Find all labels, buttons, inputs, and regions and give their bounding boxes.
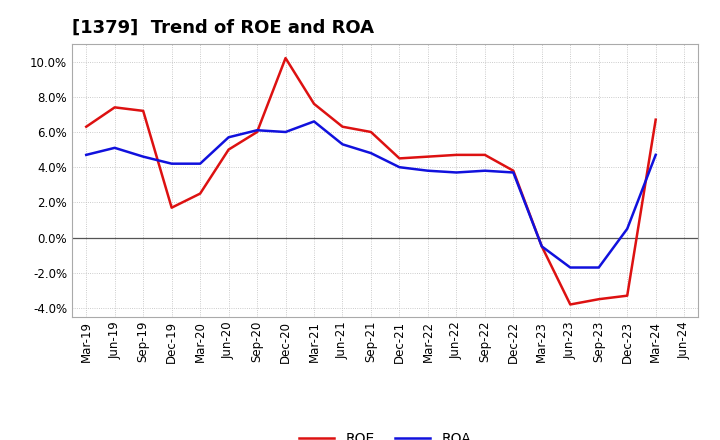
ROE xyxy=(139,108,148,114)
ROA xyxy=(452,170,461,175)
ROE xyxy=(537,244,546,249)
ROE xyxy=(253,129,261,135)
ROA xyxy=(423,168,432,173)
ROE xyxy=(310,101,318,106)
ROE xyxy=(623,293,631,298)
Line: ROE: ROE xyxy=(86,58,656,304)
ROE xyxy=(338,124,347,129)
ROE xyxy=(225,147,233,152)
ROA xyxy=(338,142,347,147)
ROE xyxy=(110,105,119,110)
ROE xyxy=(480,152,489,158)
ROE xyxy=(82,124,91,129)
ROA xyxy=(480,168,489,173)
ROA xyxy=(139,154,148,159)
ROE xyxy=(452,152,461,158)
ROE xyxy=(196,191,204,196)
ROA xyxy=(537,244,546,249)
ROA xyxy=(509,170,518,175)
ROA xyxy=(253,128,261,133)
ROA xyxy=(196,161,204,166)
ROA xyxy=(310,119,318,124)
ROA xyxy=(595,265,603,270)
ROA xyxy=(225,135,233,140)
ROE xyxy=(423,154,432,159)
Line: ROA: ROA xyxy=(86,121,656,268)
ROE xyxy=(652,117,660,122)
Legend: ROE, ROA: ROE, ROA xyxy=(294,427,477,440)
ROE xyxy=(509,168,518,173)
ROA xyxy=(566,265,575,270)
ROE xyxy=(366,129,375,135)
ROE xyxy=(595,297,603,302)
ROA xyxy=(623,226,631,231)
ROA xyxy=(282,129,290,135)
ROA xyxy=(366,150,375,156)
ROA xyxy=(652,152,660,158)
ROA xyxy=(167,161,176,166)
ROA xyxy=(395,165,404,170)
ROE xyxy=(167,205,176,210)
Text: [1379]  Trend of ROE and ROA: [1379] Trend of ROE and ROA xyxy=(72,19,374,37)
ROE xyxy=(566,302,575,307)
ROA xyxy=(110,145,119,150)
ROA xyxy=(82,152,91,158)
ROE xyxy=(395,156,404,161)
ROE xyxy=(282,55,290,61)
